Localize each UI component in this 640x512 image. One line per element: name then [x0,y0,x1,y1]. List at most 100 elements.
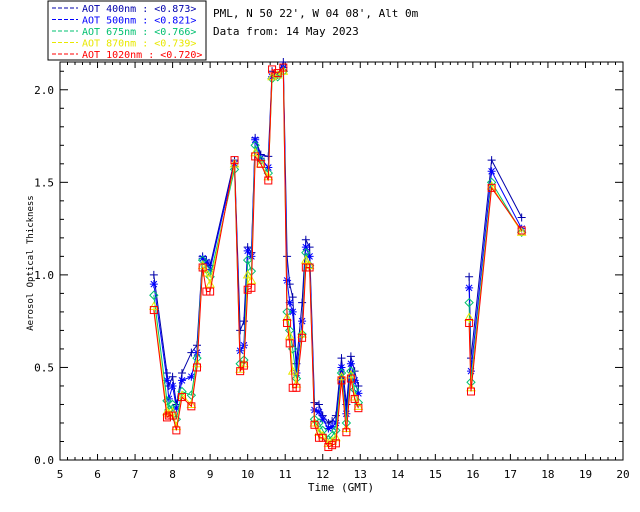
x-tick-label: 11 [279,468,292,481]
data-point [186,390,197,400]
plot-frame [59,61,624,461]
data-point [177,376,186,385]
x-tick-label: 13 [354,468,367,481]
data-point [273,69,282,78]
data-point [354,389,363,398]
data-point [247,283,256,292]
data-point [256,154,265,163]
data-point [331,439,340,448]
data-point [465,319,474,328]
data-point [464,312,474,321]
data-point [162,368,171,377]
x-axis-label: Time (GMT) [308,481,374,494]
x-tick-label: 20 [616,468,629,481]
data-point [487,183,496,192]
data-point [301,235,310,244]
data-point [300,255,311,264]
data-point [172,426,181,435]
data-point [149,270,158,279]
series-group [149,63,526,452]
data-point [288,307,297,316]
data-point [239,361,248,370]
x-tick-label: 17 [504,468,517,481]
data-point [292,383,301,392]
x-tick-label: 5 [57,468,64,481]
data-point [283,319,292,328]
legend-label: AOT 400nm : <0.873> [82,4,196,15]
series-line [153,61,523,424]
y-tick-label: 1.5 [34,176,54,189]
data-point [251,152,260,161]
data-point [314,400,323,409]
x-tick-label: 7 [132,468,139,481]
data-point [298,317,307,326]
x-tick-label: 9 [207,468,214,481]
x-tick-label: 16 [466,468,479,481]
data-point [342,428,351,437]
y-axis: 0.0 0.5 1.0 1.5 2.0 [34,70,623,467]
y-axis-label: Aerosol Optical Thickness [26,195,36,330]
data-point [517,213,526,222]
data-point [149,290,159,300]
legend: AOT 400nm : <0.873>AOT 500nm : <0.821>AO… [47,0,207,61]
data-point [331,418,340,427]
data-point [466,387,475,396]
data-point [318,433,327,442]
data-point [324,424,333,433]
legend-box [47,0,207,61]
data-point [198,254,207,263]
data-point [337,354,346,363]
data-point [239,358,249,368]
data-point [162,376,171,385]
x-tick-label: 12 [316,468,329,481]
data-point [177,368,186,377]
data-point [279,63,288,72]
data-point [285,339,294,348]
y-tick-label: 0.0 [34,454,54,467]
legend-label: AOT 675nm : <0.766> [82,27,196,38]
data-point [314,407,323,416]
data-point [487,167,496,176]
x-tick-label: 10 [241,468,254,481]
y-tick-label: 0.5 [34,361,54,374]
data-point [318,415,327,424]
data-point [305,263,314,272]
data-point [516,227,527,236]
data-point [168,411,177,420]
data-point [230,156,239,165]
data-point [239,341,248,350]
data-point [284,330,295,340]
data-point [168,381,177,390]
data-point [201,268,212,277]
data-point [243,246,252,255]
data-point [465,272,474,281]
data-point [336,371,347,381]
data-point [192,363,201,372]
data-series [148,58,527,452]
data-point [346,374,355,383]
data-point [298,298,307,307]
data-point [337,376,346,385]
series-line [153,66,523,448]
data-point [242,255,253,265]
data-point [198,263,207,272]
data-point [187,402,196,411]
data-point [187,372,196,381]
data-point [346,359,355,368]
data-point [202,257,211,266]
legend-label: AOT 870nm : <0.739> [82,39,196,50]
data-point [148,301,159,310]
data-point [465,283,474,292]
data-point [346,352,355,361]
data-point [516,227,527,238]
data-point [168,372,177,381]
data-point [285,298,294,307]
data-point [346,369,356,379]
data-point [337,363,346,372]
x-tick-label: 19 [579,468,592,481]
data-point [354,404,363,413]
data-point [251,135,260,144]
x-tick-label: 14 [391,468,405,481]
data-point [172,404,181,413]
